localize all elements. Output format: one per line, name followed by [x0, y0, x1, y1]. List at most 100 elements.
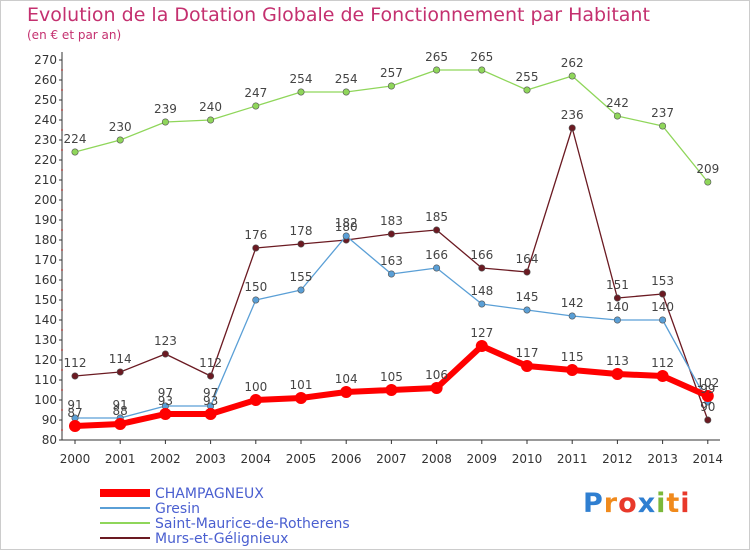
y-tick-label: 110 — [34, 373, 57, 387]
data-point — [433, 264, 441, 272]
data-point — [387, 82, 395, 90]
data-label: 265 — [425, 50, 448, 64]
data-point — [656, 370, 669, 382]
x-tick-label: 2012 — [602, 452, 633, 466]
chart-legend: CHAMPAGNEUXGresinSaint-Maurice-de-Rother… — [100, 486, 350, 547]
data-label: 183 — [380, 214, 403, 228]
chart-data-labels: 112 114 123 112 176 178 180 183 185 166 164 236 151 1… — [64, 50, 720, 420]
x-tick-label: 2002 — [150, 452, 181, 466]
data-point — [613, 112, 621, 120]
data-label: 90 — [700, 400, 715, 414]
chart-series — [69, 66, 714, 432]
x-tick-label: 2009 — [467, 452, 498, 466]
data-label: 100 — [244, 380, 267, 394]
y-tick-label: 230 — [34, 133, 57, 147]
data-label: 112 — [199, 356, 222, 370]
data-label: 185 — [425, 210, 448, 224]
data-label: 236 — [561, 108, 584, 122]
data-label: 155 — [290, 270, 313, 284]
y-tick-label: 130 — [34, 333, 57, 347]
data-point — [297, 286, 305, 294]
data-point — [478, 66, 486, 74]
data-label: 123 — [154, 334, 177, 348]
data-label: 257 — [380, 66, 403, 80]
data-label: 102 — [696, 376, 719, 390]
chart-title: Evolution de la Dotation Globale de Fonc… — [27, 4, 650, 26]
data-label: 209 — [696, 162, 719, 176]
data-point — [704, 416, 712, 424]
data-label: 182 — [335, 216, 358, 230]
data-point — [252, 244, 260, 252]
data-label: 254 — [290, 72, 313, 86]
data-point — [568, 72, 576, 80]
data-point — [523, 86, 531, 94]
data-label: 93 — [158, 394, 173, 408]
data-label: 91 — [67, 398, 82, 412]
data-point — [207, 372, 215, 380]
data-point — [159, 408, 172, 420]
x-tick-label: 2003 — [195, 452, 226, 466]
y-tick-label: 160 — [34, 273, 57, 287]
series-saint-maurice-de-rotherens — [71, 66, 712, 186]
data-point — [340, 386, 353, 398]
data-label: 145 — [516, 290, 539, 304]
x-tick-label: 2001 — [105, 452, 136, 466]
data-label: 166 — [425, 248, 448, 262]
data-label: 164 — [516, 252, 539, 266]
data-point — [161, 350, 169, 358]
chart-axes: 8090100110120130140150160170180190200210… — [34, 52, 723, 466]
data-label: 105 — [380, 370, 403, 384]
data-point — [69, 420, 81, 432]
data-point — [659, 316, 667, 324]
data-label: 91 — [113, 398, 128, 412]
data-point — [701, 390, 714, 402]
legend-label-champagneux: CHAMPAGNEUX — [155, 486, 264, 502]
data-point — [433, 226, 441, 234]
y-tick-label: 190 — [34, 213, 57, 227]
data-label: 114 — [109, 352, 132, 366]
data-label: 237 — [651, 106, 674, 120]
x-tick-label: 2005 — [286, 452, 317, 466]
y-tick-label: 200 — [34, 193, 57, 207]
data-label: 230 — [109, 120, 132, 134]
y-tick-label: 260 — [34, 73, 57, 87]
data-point — [342, 232, 350, 240]
data-label: 106 — [425, 368, 448, 382]
data-point — [295, 392, 307, 404]
data-point — [568, 312, 576, 320]
data-point — [704, 178, 712, 186]
data-point — [566, 364, 579, 376]
data-label: 240 — [199, 100, 222, 114]
y-tick-label: 270 — [34, 53, 57, 67]
y-tick-label: 220 — [34, 153, 57, 167]
data-point — [342, 88, 350, 96]
data-point — [659, 122, 667, 130]
data-label: 163 — [380, 254, 403, 268]
data-label: 255 — [516, 70, 539, 84]
data-point — [387, 230, 395, 238]
data-label: 180 — [335, 220, 358, 234]
data-label: 176 — [244, 228, 267, 242]
data-label: 247 — [244, 86, 267, 100]
x-tick-label: 2000 — [60, 452, 91, 466]
logo-letter: r — [603, 488, 619, 519]
legend-label-saint-maurice-de-rotherens: Saint-Maurice-de-Rotherens — [155, 516, 350, 532]
data-point — [430, 382, 443, 394]
data-label: 97 — [158, 386, 173, 400]
y-tick-label: 80 — [42, 433, 57, 447]
logo-letter: x — [637, 488, 657, 519]
y-tick-label: 100 — [34, 393, 57, 407]
legend-label-murs-et-gelignieux: Murs-et-Gélignieux — [155, 531, 288, 547]
data-point — [207, 116, 215, 124]
data-point — [204, 408, 217, 420]
data-point — [385, 384, 398, 396]
x-tick-label: 2004 — [241, 452, 272, 466]
logo-letter: o — [618, 488, 638, 519]
y-tick-label: 170 — [34, 253, 57, 267]
data-label: 97 — [203, 386, 218, 400]
data-label: 151 — [606, 278, 629, 292]
y-tick-label: 150 — [34, 293, 57, 307]
data-point — [252, 296, 260, 304]
data-label: 101 — [290, 378, 313, 392]
